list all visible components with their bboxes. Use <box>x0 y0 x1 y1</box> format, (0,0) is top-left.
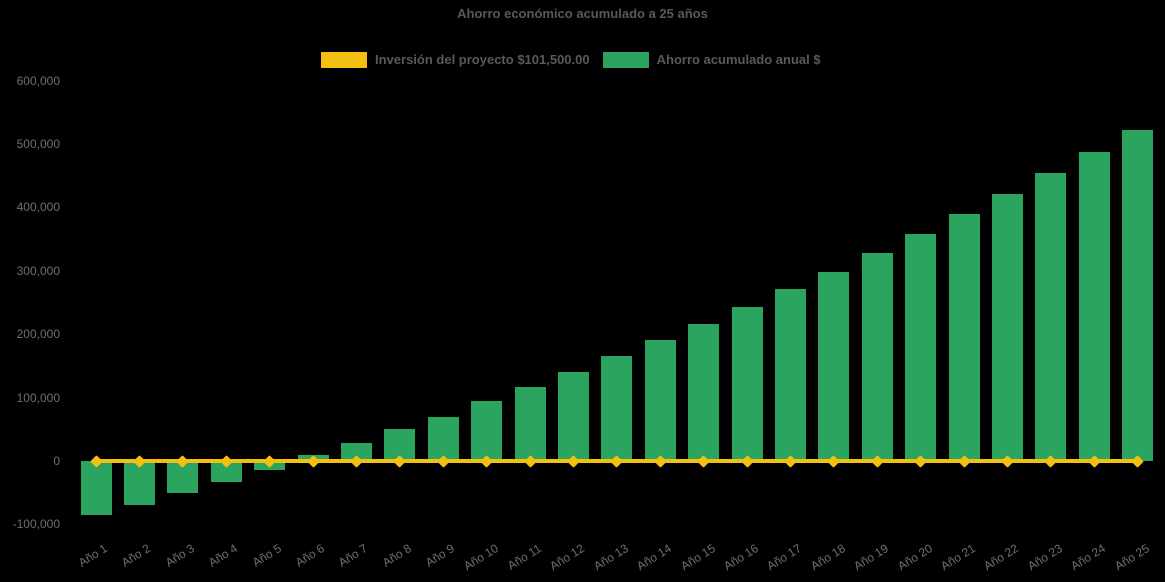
x-axis-label: Año 14 <box>634 541 675 574</box>
x-axis-label: Año 18 <box>808 541 848 574</box>
bar-anio-22[interactable] <box>991 194 1023 461</box>
x-axis-label: Año 13 <box>591 541 631 574</box>
investment-legend-swatch <box>321 52 367 68</box>
x-axis-label: Año 16 <box>721 541 761 574</box>
bar-anio-11[interactable] <box>514 387 546 461</box>
bar-anio-23[interactable] <box>1035 172 1067 461</box>
x-axis-label: Año 3 <box>162 541 197 570</box>
bar-anio-15[interactable] <box>688 324 720 461</box>
x-axis-label: Año 1 <box>75 541 110 570</box>
bar-anio-12[interactable] <box>557 372 589 461</box>
y-axis-tick-label: 400,000 <box>16 200 60 215</box>
savings-legend-label: Ahorro acumulado anual $ <box>656 52 821 67</box>
savings-legend-swatch <box>602 52 649 68</box>
y-axis-tick-label: 100,000 <box>16 390 60 405</box>
x-axis-label: Año 23 <box>1025 541 1065 574</box>
legend-item-savings[interactable]: Ahorro acumulado anual $ <box>602 52 821 68</box>
x-axis-label: Año 25 <box>1111 541 1152 574</box>
x-axis-label: Año 19 <box>851 541 892 574</box>
x-axis-label: Año 8 <box>379 541 414 570</box>
x-axis-label: Año 11 <box>504 541 544 573</box>
x-axis-label: Año 2 <box>119 541 154 570</box>
y-axis-tick-label: 500,000 <box>16 137 60 151</box>
bar-anio-10[interactable] <box>471 400 503 461</box>
bar-anio-24[interactable] <box>1078 151 1110 461</box>
x-axis-label: Año 7 <box>336 541 371 570</box>
legend-item-investment[interactable]: Inversión del proyecto $101,500.00 <box>321 52 590 68</box>
chart-legend: Inversión del proyecto $101,500.00 Ahorr… <box>321 52 821 68</box>
bar-anio-1[interactable] <box>80 461 112 515</box>
bar-anio-9[interactable] <box>427 416 459 461</box>
bar-anio-2[interactable] <box>123 461 155 505</box>
chart-title: Ahorro económico acumulado a 25 años <box>457 6 708 21</box>
y-axis-tick-label: -100,000 <box>12 517 60 532</box>
x-axis-label: Año 6 <box>292 541 327 570</box>
x-axis-label: Año 22 <box>981 541 1022 574</box>
y-axis-tick-label: 600,000 <box>16 73 60 88</box>
bar-anio-19[interactable] <box>861 253 893 461</box>
x-axis-label: Año 20 <box>894 541 935 574</box>
bar-anio-13[interactable] <box>601 355 633 461</box>
bar-anio-14[interactable] <box>644 339 676 461</box>
y-axis-tick-label: 200,000 <box>16 327 60 342</box>
x-axis-label: Año 10 <box>460 541 501 574</box>
x-axis-label: Año 15 <box>677 541 718 574</box>
x-axis-label: Año 4 <box>206 541 241 570</box>
bar-anio-17[interactable] <box>774 289 806 461</box>
bar-anio-25[interactable] <box>1122 130 1154 461</box>
bar-anio-16[interactable] <box>731 306 763 461</box>
y-axis-tick-label: 0 <box>53 454 60 468</box>
x-axis-label: Año 17 <box>764 541 805 574</box>
bar-anio-21[interactable] <box>948 213 980 461</box>
x-axis-label: Año 21 <box>938 541 978 574</box>
bar-anio-18[interactable] <box>818 272 850 461</box>
bar-anio-4[interactable] <box>210 461 242 482</box>
bar-anio-20[interactable] <box>905 234 937 461</box>
bar-anio-7[interactable] <box>340 442 372 461</box>
x-axis-label: Año 5 <box>249 541 284 570</box>
x-axis-label: Año 9 <box>423 541 458 570</box>
x-axis-label: Año 24 <box>1068 541 1109 574</box>
y-axis-tick-label: 300,000 <box>16 263 60 278</box>
x-axis-label: Año 12 <box>547 541 588 574</box>
investment-legend-label: Inversión del proyecto $101,500.00 <box>375 52 590 67</box>
